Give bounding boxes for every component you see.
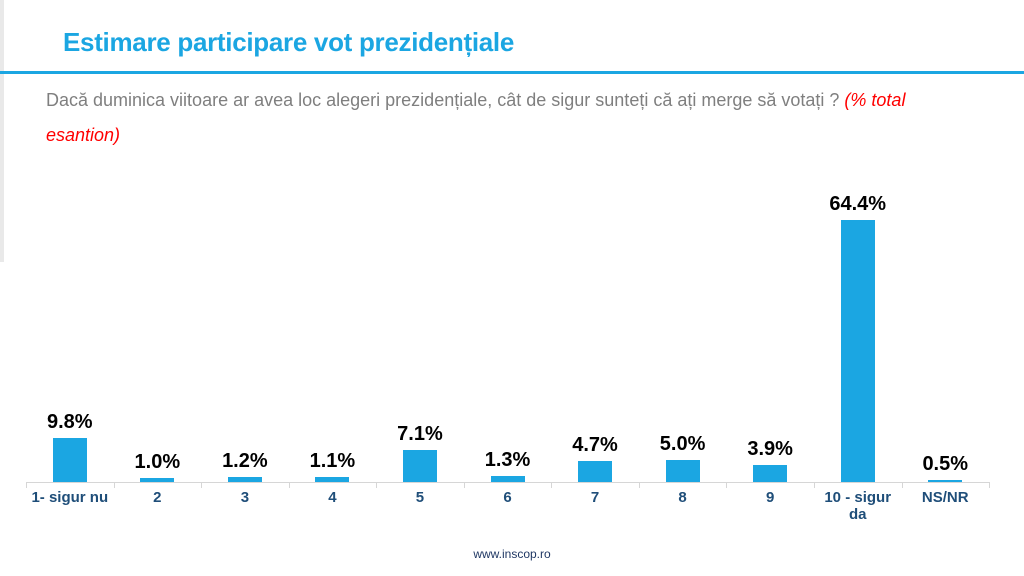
bar-value-label: 4.7%	[572, 433, 618, 456]
axis-tick	[551, 482, 553, 488]
axis-tick	[288, 482, 290, 488]
bar	[753, 464, 788, 482]
bar-slot: 5.0%	[639, 193, 727, 482]
bar	[140, 477, 175, 482]
bar-value-label: 3.9%	[747, 437, 793, 460]
axis-tick	[989, 482, 990, 488]
bar-value-label: 5.0%	[659, 432, 706, 455]
bar-value-label: 64.4%	[829, 193, 887, 215]
category-label: 3	[240, 489, 250, 506]
axis-tick	[201, 482, 203, 488]
title-divider	[0, 71, 1024, 74]
subtitle-question: Dacă duminica viitoare ar avea loc alege…	[46, 90, 845, 110]
bar-slot: 1.2%	[201, 193, 289, 482]
bar-slot: 4.7%	[551, 193, 639, 482]
category-label: NS/NR	[921, 489, 969, 506]
bar-slot: 9.8%	[26, 193, 114, 482]
subtitle-note-part2: esantion)	[46, 125, 121, 145]
bar-slot: 0.5%	[901, 193, 989, 482]
subtitle-line-2: esantion)	[46, 125, 120, 146]
bar	[402, 450, 437, 482]
axis-tick	[901, 482, 903, 488]
category-label: 9	[765, 489, 775, 506]
category-label: 5	[415, 489, 425, 506]
bar-slot: 3.9%	[726, 193, 814, 482]
bar	[665, 459, 700, 482]
subtitle-line-1: Dacă duminica viitoare ar avea loc alege…	[46, 90, 905, 111]
bar-slot: 1.0%	[114, 193, 202, 482]
category-label: 6	[503, 489, 512, 506]
subtitle-note-part1: (% total	[844, 90, 906, 110]
axis-tick	[113, 482, 115, 488]
page-title: Estimare participare vot prezidențiale	[63, 27, 514, 57]
axis-tick	[463, 482, 465, 488]
bar	[490, 476, 525, 482]
bar-slot: 1.1%	[289, 193, 377, 482]
bar	[52, 438, 87, 482]
category-label: 2	[153, 489, 162, 506]
category-label: 8	[678, 489, 687, 506]
left-edge-shadow	[0, 0, 4, 262]
x-axis-category-labels: 1- sigur nu 2 3 4 5 6 7 8 9 10 - sigur da NS/NR	[26, 489, 989, 523]
axis-tick	[638, 482, 640, 488]
category-label: 1- sigur nu	[31, 489, 109, 506]
bar-chart: 9.8% 1.0% 1.2% 1.1% 7.1% 1.3% 4.7% 5.0% 3.9% 64.4…	[26, 193, 989, 482]
bar-value-label: 9.8%	[46, 411, 93, 433]
axis-tick	[813, 482, 815, 488]
bar-value-label: 7.1%	[397, 423, 443, 446]
bar-value-label: 1.0%	[134, 450, 181, 473]
category-label: 10 - sigur da	[824, 489, 892, 523]
bar-value-label: 1.1%	[309, 450, 356, 473]
bar-slot: 64.4%	[814, 193, 902, 482]
bar	[315, 477, 350, 482]
bar-slot: 7.1%	[376, 193, 464, 482]
bar	[928, 479, 963, 482]
bar-value-label: 1.2%	[222, 449, 268, 472]
bar	[227, 476, 262, 482]
axis-tick	[376, 482, 378, 488]
bar	[840, 220, 875, 482]
bar	[578, 460, 613, 482]
bar-value-label: 0.5%	[922, 452, 969, 475]
source-url: www.inscop.ro	[473, 547, 551, 561]
axis-tick	[726, 482, 728, 488]
category-label: 4	[328, 489, 337, 506]
bar-slot: 1.3%	[464, 193, 552, 482]
bar-value-label: 1.3%	[484, 449, 531, 472]
axis-tick	[26, 482, 27, 488]
x-axis-line	[26, 482, 990, 483]
category-label: 7	[590, 489, 600, 506]
